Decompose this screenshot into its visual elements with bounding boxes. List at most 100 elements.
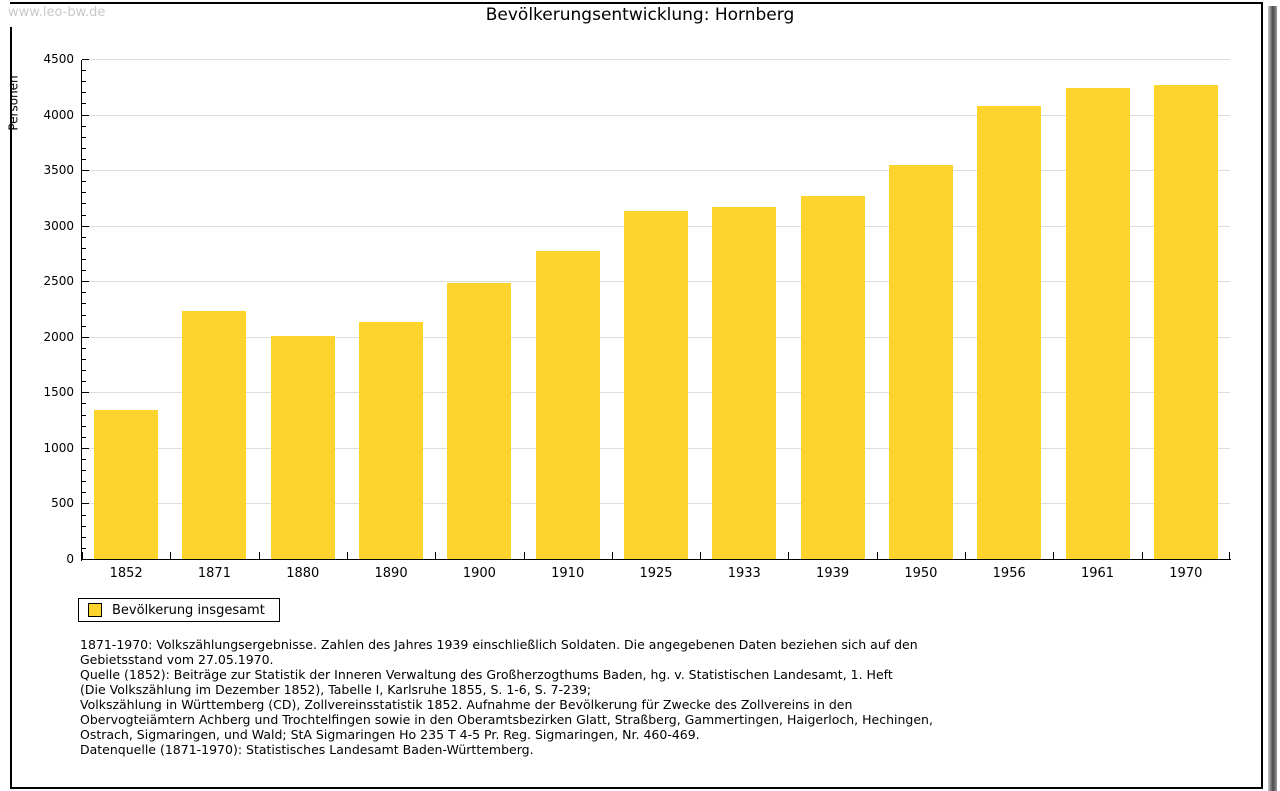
x-boundary-tick-9 (877, 552, 878, 559)
y-tick-label-4500: 4500 (43, 52, 74, 66)
x-tick-label-1950: 1950 (904, 566, 938, 581)
x-tick-label-1970: 1970 (1169, 566, 1203, 581)
y-minor-tick-1900 (82, 347, 86, 349)
y-minor-tick-2600 (82, 270, 86, 272)
y-minor-tick-600 (82, 492, 86, 494)
y-minor-tick-900 (82, 459, 86, 460)
chart-title: Bevölkerungsentwicklung: Hornberg (485, 5, 795, 25)
footnote-line-5: Volkszählung in Württemberg (CD), Zollve… (80, 697, 853, 712)
x-boundary-tick-3 (347, 552, 348, 559)
x-boundary-tick-12 (1142, 552, 1143, 559)
footnote-line-6: Obervogteiämtern Achberg und Trochtelfin… (80, 712, 933, 727)
legend-swatch (88, 603, 102, 617)
y-minor-tick-4300 (82, 81, 86, 83)
bar-1910 (535, 251, 600, 559)
y-major-tick-2500 (82, 281, 89, 283)
y-major-tick-500 (82, 503, 89, 505)
footnote-line-7: Ostrach, Sigmaringen, und Wald; StA Sigm… (80, 727, 700, 742)
y-minor-tick-3300 (82, 192, 86, 194)
y-major-tick-3500 (82, 170, 89, 172)
footnote-line-4: (Die Volkszählung im Dezember 1852), Tab… (80, 682, 592, 697)
y-tick-label-4000: 4000 (43, 107, 74, 122)
footnote-line-1: 1871-1970: Volkszählungsergebnisse. Zahl… (80, 637, 918, 652)
y-minor-tick-2800 (82, 247, 86, 249)
y-minor-tick-100 (82, 547, 86, 549)
bar-1956 (977, 105, 1042, 559)
y-minor-tick-4200 (82, 92, 86, 94)
y-minor-tick-1800 (82, 359, 86, 360)
gridline-4500 (82, 59, 1230, 60)
y-minor-tick-1100 (82, 436, 86, 438)
bar-1961 (1065, 87, 1130, 559)
legend-box: Bevölkerung insgesamt (78, 598, 280, 622)
y-minor-tick-3600 (82, 159, 86, 160)
y-minor-tick-3400 (82, 181, 86, 183)
x-boundary-tick-6 (612, 552, 613, 559)
y-major-tick-3000 (82, 225, 89, 227)
x-boundary-tick-2 (259, 552, 260, 559)
gridline-3500 (82, 170, 1230, 172)
watermark: www.leo-bw.de (8, 5, 110, 22)
y-axis-line (81, 60, 82, 561)
x-tick-label-1961: 1961 (1080, 566, 1115, 581)
bar-1950 (888, 164, 953, 559)
y-tick-label-2000: 2000 (43, 329, 74, 344)
right-shadow-strip (1268, 6, 1277, 791)
footnote-line-2: Gebietsstand vom 27.05.1970. (80, 652, 274, 667)
y-tick-label-2500: 2500 (43, 274, 74, 289)
y-tick-label-1000: 1000 (43, 440, 74, 455)
x-boundary-tick-0 (82, 552, 83, 559)
x-tick-label-1956: 1956 (992, 566, 1026, 581)
x-tick-label-1925: 1925 (639, 566, 673, 581)
x-tick-label-1933: 1933 (727, 566, 761, 581)
x-tick-label-1900: 1900 (462, 566, 496, 581)
x-boundary-tick-5 (524, 552, 525, 559)
y-major-tick-2000 (82, 336, 89, 338)
y-minor-tick-4100 (82, 103, 86, 105)
y-minor-tick-1700 (82, 370, 86, 372)
legend-label: Bevölkerung insgesamt (112, 602, 265, 618)
bar-1880 (270, 336, 335, 559)
x-boundary-tick-8 (788, 552, 789, 559)
bar-1939 (800, 196, 865, 559)
gridline-4000 (82, 114, 1230, 116)
y-minor-tick-2900 (82, 236, 86, 238)
bar-1900 (447, 283, 512, 559)
y-minor-tick-2100 (82, 325, 86, 327)
y-minor-tick-200 (82, 536, 86, 538)
y-minor-tick-2400 (82, 292, 86, 294)
y-minor-tick-3700 (82, 147, 86, 149)
x-boundary-tick-10 (965, 552, 966, 559)
x-tick-label-1880: 1880 (286, 566, 320, 581)
bar-1852 (94, 410, 159, 559)
y-minor-tick-3800 (82, 136, 86, 138)
bar-1871 (182, 310, 247, 559)
x-boundary-tick-1 (170, 552, 171, 559)
y-axis-title: Personen (6, 75, 21, 131)
x-tick-label-1939: 1939 (816, 566, 850, 581)
y-major-tick-4000 (82, 114, 89, 116)
y-tick-label-3500: 3500 (43, 163, 74, 178)
bar-1890 (359, 322, 424, 559)
y-minor-tick-800 (82, 470, 86, 472)
y-minor-tick-1200 (82, 425, 86, 427)
y-minor-tick-3200 (82, 203, 86, 205)
x-boundary-tick-13 (1229, 552, 1230, 559)
y-minor-tick-4400 (82, 70, 86, 72)
y-major-tick-1000 (82, 447, 89, 449)
x-tick-label-1871: 1871 (197, 566, 231, 581)
x-boundary-tick-7 (700, 552, 701, 559)
bar-1933 (712, 207, 777, 559)
y-minor-tick-400 (82, 514, 86, 516)
y-minor-tick-1300 (82, 414, 86, 416)
y-minor-tick-300 (82, 525, 86, 527)
bar-1925 (624, 211, 688, 559)
y-minor-tick-2200 (82, 314, 86, 316)
footnote-line-3: Quelle (1852): Beiträge zur Statistik de… (80, 667, 893, 682)
x-tick-label-1852: 1852 (109, 566, 143, 581)
y-tick-label-0: 0 (66, 552, 74, 566)
x-tick-label-1890: 1890 (374, 566, 408, 581)
datasource-line: Datenquelle (1871-1970): Statistisches L… (80, 742, 534, 757)
y-tick-label-3000: 3000 (43, 218, 74, 233)
